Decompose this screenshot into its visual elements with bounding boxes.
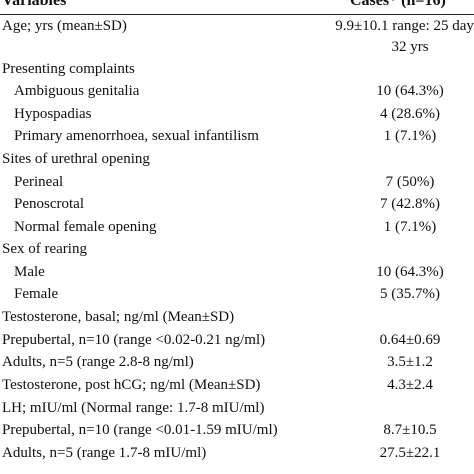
row-value: 7 (42.8%) — [380, 196, 440, 212]
row-label: Adults, n=5 (range 2.8-8 ng/ml) — [2, 354, 194, 370]
row-label: Normal female opening — [14, 219, 157, 235]
row-value: 5 (35.7%) — [380, 286, 440, 302]
row-label: Perineal — [14, 174, 64, 190]
row-label: Age; yrs (mean±SD) — [2, 18, 127, 34]
row-label: Hypospadias — [14, 106, 92, 122]
row-label: Female — [14, 286, 59, 302]
row-value: 10 (64.3%) — [376, 83, 444, 99]
header-rule — [0, 14, 474, 15]
row-label: Prepubertal, n=10 (range <0.01-1.59 mIU/… — [2, 422, 278, 438]
row-value: 3.5±1.2 — [387, 354, 433, 370]
row-value: 4.3±2.4 — [387, 377, 433, 393]
row-label: LH; mIU/ml (Normal range: 1.7-8 mIU/ml) — [2, 400, 265, 416]
row-value: 1 (7.1%) — [383, 128, 437, 144]
row-value: 8.7±10.5 — [383, 422, 437, 438]
header-cell: Cases* (n=16) — [350, 0, 446, 9]
row-label: Sites of urethral opening — [2, 151, 150, 167]
row-value: 4 (28.6%) — [380, 106, 440, 122]
row-value: 1 (7.1%) — [383, 219, 437, 235]
row-label: Adults, n=5 (range 1.7-8 mIU/ml) — [2, 445, 207, 461]
row-label: Ambiguous genitalia — [14, 83, 140, 99]
header-cell: Variables — [2, 0, 67, 9]
row-label: Penoscrotal — [14, 196, 84, 212]
row-label: Sex of rearing — [2, 241, 87, 257]
row-label: Prepubertal, n=10 (range <0.02-0.21 ng/m… — [2, 332, 266, 348]
row-value: 7 (50%) — [385, 174, 435, 190]
row-value: 0.64±0.69 — [379, 332, 441, 348]
row-label: Male — [14, 264, 45, 280]
row-label: Presenting complaints — [2, 61, 135, 77]
row-value: 9.9±10.1 range: 25 days-32 yrs — [335, 18, 474, 55]
row-label: Testosterone, basal; ng/ml (Mean±SD) — [2, 309, 235, 325]
row-value: 27.5±22.1 — [379, 445, 441, 461]
row-label: Primary amenorrhoea, sexual infantilism — [14, 128, 259, 144]
row-label: Testosterone, post hCG; ng/ml (Mean±SD) — [2, 377, 261, 393]
row-value: 10 (64.3%) — [376, 264, 444, 280]
